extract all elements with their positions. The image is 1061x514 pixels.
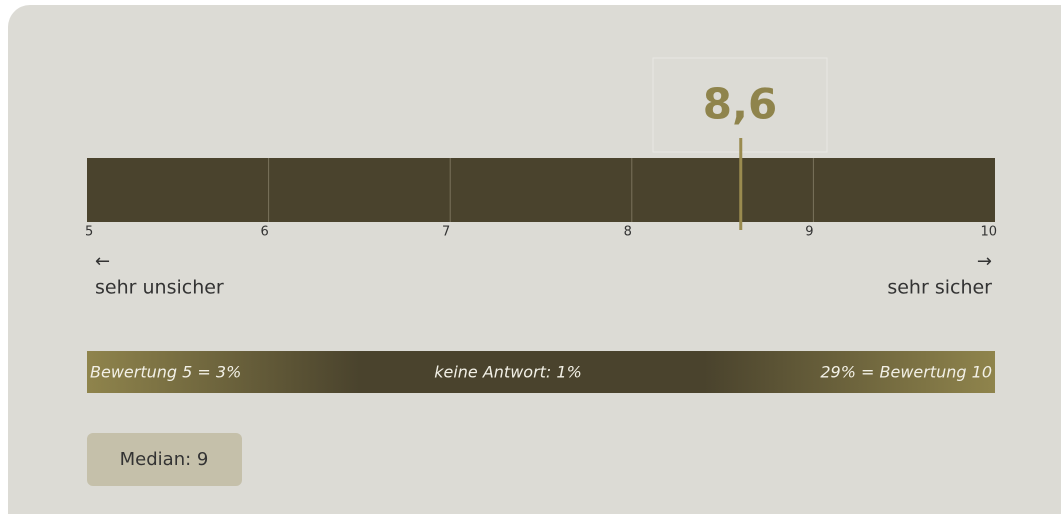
distribution-bar bbox=[87, 351, 995, 393]
median-label: Median: 9 bbox=[120, 449, 209, 470]
value-label: 8,6 bbox=[703, 80, 777, 129]
tick-label: 10 bbox=[980, 225, 997, 240]
right-label: sehr sicher bbox=[887, 277, 992, 299]
right-arrow: → bbox=[977, 251, 992, 272]
tick-label: 7 bbox=[442, 225, 450, 240]
dist-center: keine Antwort: 1% bbox=[434, 363, 582, 382]
dist-left: Bewertung 5 = 3% bbox=[90, 363, 241, 382]
left-arrow: ← bbox=[95, 251, 110, 272]
tick-label: 5 bbox=[85, 225, 93, 240]
dist-right: 29% = Bewertung 10 bbox=[820, 363, 992, 382]
tick-label: 8 bbox=[624, 225, 632, 240]
tick-label: 9 bbox=[805, 225, 813, 240]
scale-bar bbox=[87, 158, 995, 222]
left-label: sehr unsicher bbox=[95, 277, 224, 299]
median-box bbox=[87, 433, 242, 486]
tick-label: 6 bbox=[260, 225, 268, 240]
